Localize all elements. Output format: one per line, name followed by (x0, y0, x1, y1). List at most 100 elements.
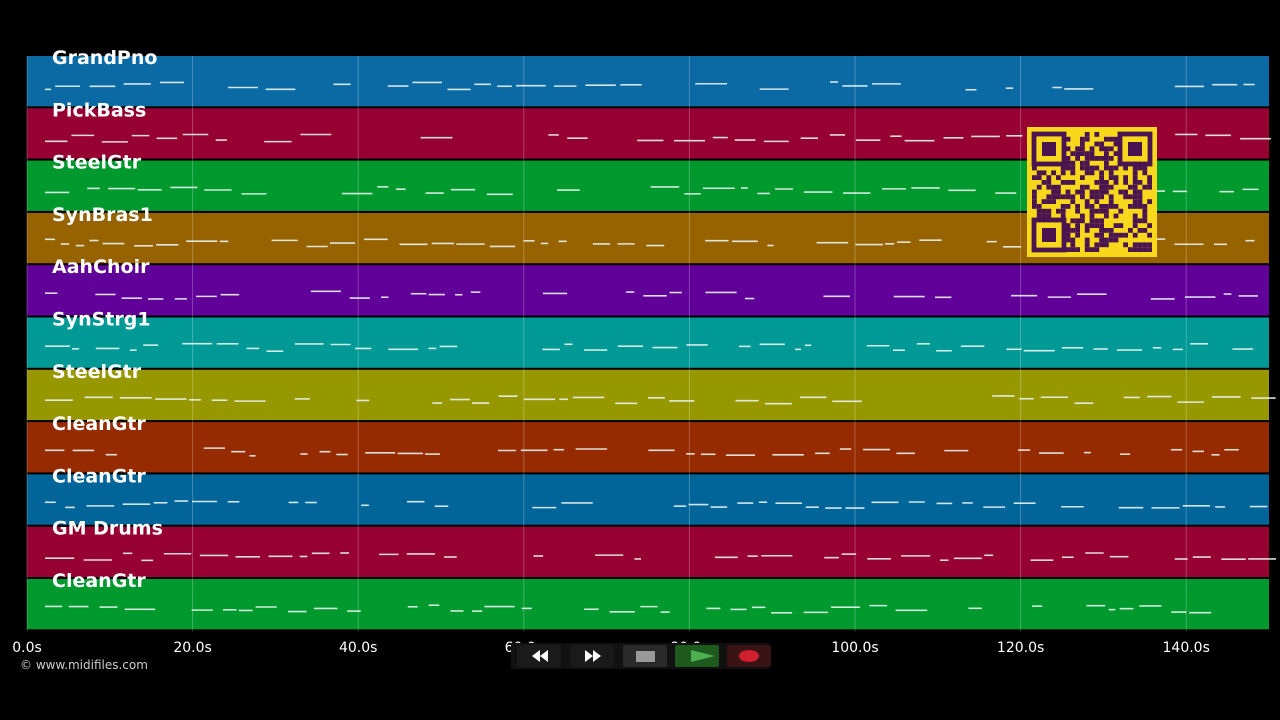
qr-cell (1075, 232, 1080, 238)
track-name: PickBass (52, 99, 146, 121)
qr-cell (1118, 208, 1124, 214)
qr-cell (1075, 228, 1080, 233)
qr-finder-core (1042, 142, 1056, 156)
qr-cell (1060, 194, 1066, 200)
qr-cell (1084, 160, 1090, 166)
time-tick-label: 140.0s (1163, 640, 1210, 656)
copyright: © www.midifiles.com (20, 658, 148, 672)
qr-cell (1104, 237, 1109, 243)
qr-cell (1108, 136, 1114, 142)
qr-cell (1094, 223, 1100, 228)
qr-cell (1118, 223, 1124, 228)
qr-cell (1094, 141, 1100, 147)
qr-cell (1099, 208, 1104, 214)
qr-cell (1089, 213, 1095, 219)
qr-cell (1128, 247, 1133, 252)
qr-cell (1147, 232, 1152, 238)
qr-cell (1123, 189, 1128, 195)
qr-cell (1094, 199, 1100, 204)
qr-cell (1075, 146, 1080, 152)
qr-cell (1070, 151, 1076, 156)
qr-cell (1123, 242, 1128, 248)
qr-cell (1147, 184, 1152, 190)
qr-cell (1084, 156, 1090, 161)
qr-cell (1046, 184, 1052, 190)
note-strokes (45, 133, 1271, 143)
qr-cell (1089, 156, 1095, 161)
qr-cell (1075, 208, 1080, 214)
qr-cell (1036, 208, 1042, 214)
qr-cell (1060, 165, 1066, 171)
note-strokes (45, 552, 1277, 562)
qr-cell (1132, 242, 1138, 248)
qr-cell (1060, 208, 1066, 214)
qr-cell (1104, 146, 1109, 152)
track-lane (27, 265, 1269, 316)
qr-cell (1084, 228, 1090, 233)
qr-cell (1123, 194, 1128, 200)
qr-cell (1094, 180, 1100, 185)
qr-cell (1051, 199, 1056, 204)
qr-cell (1089, 151, 1095, 156)
qr-cell (1104, 156, 1109, 161)
qr-cell (1065, 136, 1071, 142)
qr-cell (1065, 237, 1071, 243)
qr-cell (1094, 208, 1100, 214)
qr-cell (1108, 194, 1114, 200)
qr-cell (1041, 170, 1047, 176)
qr-cell (1036, 170, 1042, 176)
qr-cell (1104, 180, 1109, 185)
track-name: CleanGtr (52, 570, 146, 592)
qr-cell (1065, 223, 1071, 228)
qr-cell (1060, 170, 1066, 176)
qr-cell (1104, 228, 1109, 233)
qr-cell (1041, 199, 1047, 204)
qr-cell (1041, 208, 1047, 214)
fast-forward-icon (585, 650, 601, 662)
qr-cell (1108, 232, 1114, 238)
qr-cell (1070, 194, 1076, 200)
qr-cell (1137, 165, 1143, 171)
qr-cell (1046, 194, 1052, 200)
track-name: CleanGtr (52, 413, 146, 435)
qr-cell (1089, 194, 1095, 200)
qr-cell (1099, 242, 1104, 248)
qr-cell (1070, 170, 1076, 176)
qr-cell (1113, 165, 1119, 171)
qr-cell (1089, 189, 1095, 195)
qr-cell (1070, 180, 1076, 185)
qr-cell (1089, 208, 1095, 214)
qr-cell (1036, 213, 1042, 219)
qr-cell (1108, 170, 1114, 176)
qr-cell (1080, 213, 1085, 219)
qr-cell (1137, 247, 1143, 252)
track-lane (27, 579, 1269, 630)
qr-cell (1099, 189, 1104, 195)
qr-cell (1041, 213, 1047, 219)
qr-cell (1142, 242, 1148, 248)
qr-cell (1065, 247, 1071, 252)
qr-cell (1089, 146, 1095, 152)
qr-cell (1132, 199, 1138, 204)
qr-cell (1128, 228, 1133, 233)
qr-cell (1036, 204, 1042, 209)
qr-cell (1094, 156, 1100, 161)
qr-cell (1089, 170, 1095, 176)
qr-cell (1036, 175, 1042, 180)
qr-cell (1142, 213, 1148, 219)
track-name: GrandPno (52, 47, 157, 69)
track-lane (27, 526, 1269, 577)
qr-cell (1147, 223, 1152, 228)
qr-cell (1080, 184, 1085, 190)
record-icon (739, 650, 759, 662)
qr-finder (1031, 131, 1067, 167)
qr-cell (1065, 156, 1071, 161)
note-strokes (45, 81, 1255, 91)
qr-cell (1070, 237, 1076, 243)
qr-cell (1113, 204, 1119, 209)
qr-cell (1113, 141, 1119, 147)
qr-cell (1104, 184, 1109, 190)
qr-cell (1094, 247, 1100, 252)
note-strokes (45, 290, 1259, 300)
qr-cell (1128, 184, 1133, 190)
